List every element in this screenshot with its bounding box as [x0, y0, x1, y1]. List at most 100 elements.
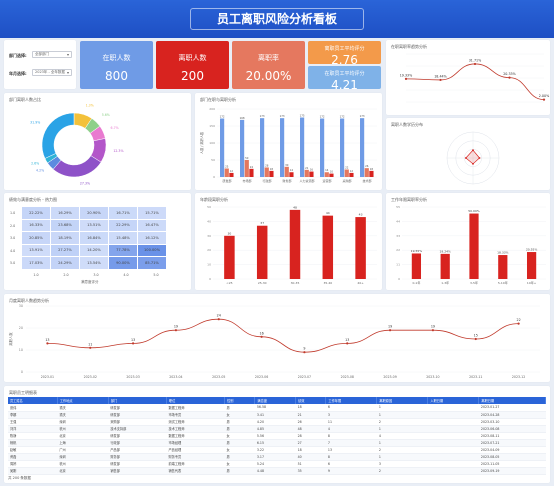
heatmap-panel: 绩效与满意度分析 - 热力图 1.0 2.0 3.0 4.0 5.0 22.22% 16.…: [4, 193, 191, 290]
table-column-header[interactable]: 工作地点: [57, 397, 109, 404]
table-column-header[interactable]: 员工姓名: [8, 397, 58, 404]
x-tick-label: 研发部: [222, 178, 231, 183]
heatmap-y-axis: 1.0 2.0 3.0 4.0 5.0: [10, 207, 15, 270]
y-tick-label: 20: [19, 326, 23, 330]
bar-value-label: 44: [326, 211, 330, 215]
x-tick-label: 2023-07: [298, 375, 311, 379]
table-cell: [427, 418, 479, 426]
table-column-header[interactable]: 离职日期: [478, 397, 546, 404]
table-row[interactable]: 赵敏 广州 产品部 产品经理女 3.22 18 13 2 2023-04-09: [8, 446, 546, 454]
heatmap-cell: 85.71%: [137, 256, 167, 270]
age-bars-panel: 年龄段离职分析 50 40 30 20 10 0 30 <25 37 25-30 48 30-35 44…: [195, 193, 382, 290]
y-tick-label: 0: [209, 277, 211, 281]
radar-area: [465, 149, 480, 165]
department-bars-title: 部门在职与离职分析: [200, 97, 236, 102]
table-cell: 研发部: [108, 404, 167, 412]
table-cell: 吴刚: [8, 467, 58, 475]
heatmap-y-tick: 4.0: [10, 248, 16, 253]
trend-point: [89, 346, 92, 349]
kpi-left-card: 离职人数 200: [156, 41, 229, 89]
table-column-header[interactable]: 离职原因: [376, 397, 429, 404]
table-column-header[interactable]: 职位: [166, 397, 226, 404]
bar: [220, 118, 225, 177]
department-share-chart: 1.3% 5.6% 6.7% 12.3% 27.3% 4.2% 2.6% 31.9%: [30, 104, 123, 186]
table-cell: 女: [224, 460, 255, 468]
x-tick-label: 2023-08: [341, 375, 354, 379]
table-cell: 重庆: [57, 404, 109, 412]
table-column-header[interactable]: 部门: [108, 397, 167, 404]
table-column-header[interactable]: 满意度: [254, 397, 297, 404]
table-column-header[interactable]: 绩效: [295, 397, 327, 404]
x-tick-label: 2023-10: [426, 375, 439, 379]
table-row[interactable]: 王强 深圳 采购部 测试工程师男 4.20 26 11 2 2023-03-10: [8, 418, 546, 426]
x-tick-label: 2023-09: [383, 375, 396, 379]
x-tick-label: 运营部: [322, 178, 331, 183]
detail-table-panel: 离职员工明细表 员工姓名 工作地点 部门 职位 性别 满意度 绩效 工作年限 离职原因 入职日期离…: [4, 386, 550, 483]
bar-value-label: 12: [350, 169, 354, 173]
table-cell: 赵敏: [8, 446, 58, 454]
bar-value-label: 26: [365, 164, 369, 168]
rate-point: [473, 62, 477, 66]
table-cell: 女: [224, 446, 255, 454]
x-tick-label: 2023-05: [212, 375, 225, 379]
bar: [264, 167, 269, 177]
table-row[interactable]: 张伟 重庆 研发部 数据工程师男 56.58 18 6 1 2023-01-27: [8, 404, 546, 412]
table-row[interactable]: 吴刚 北京 销售部 销售代表男 4.48 35 9 2 2023-09-19: [8, 467, 546, 475]
bar-value-label: 172: [320, 115, 325, 119]
donut-slice-label: 27.3%: [80, 182, 90, 186]
table-cell: 财务部: [108, 453, 167, 461]
table-row[interactable]: 陈静 北京 研发部 数据工程师女 5.56 28 8 4 2023-08-11: [8, 432, 546, 440]
table-column-header[interactable]: 入职日期: [427, 397, 480, 404]
table-column-header[interactable]: 工作年限: [325, 397, 378, 404]
table-cell: 女: [224, 411, 255, 419]
table-cell: [427, 439, 479, 447]
table-row[interactable]: 杨帆 上海 行政部 市场经理男 6.15 27 7 1 2023-07-21: [8, 439, 546, 447]
table-cell: 财务专员: [166, 453, 225, 461]
heatmap-cell: 20.90%: [79, 206, 109, 220]
date-select[interactable]: 2023年 - 全年数据 ▾: [32, 69, 72, 76]
kpi-left-score-value: 4.21: [331, 78, 358, 92]
y-tick-label: 55: [396, 205, 400, 209]
table-row[interactable]: 李娜 重庆 研发部 市场专员女 3.41 21 3 1 2023-04-28: [8, 411, 546, 419]
heatmap-cell: 16.84%: [79, 231, 109, 245]
table-cell: 男: [224, 467, 255, 475]
table-cell: 前端工程师: [166, 460, 225, 468]
y-tick-label: 0: [398, 277, 400, 281]
table-row[interactable]: 刘洋 杭州 技术支持部 技术工程师男 4.85 48 4 1 2023-06-08: [8, 425, 546, 433]
table-cell: 采购部: [108, 418, 167, 426]
heatmap-cell: 13.51%: [79, 218, 109, 232]
y-tick-label: 20: [207, 248, 211, 252]
x-tick-label: 30-35: [291, 281, 300, 285]
table-cell: [427, 467, 479, 475]
table-row[interactable]: 周婷 杭州 研发部 前端工程师女 5.24 51 6 3 2023-11-05: [8, 460, 546, 468]
table-cell: 11: [325, 418, 377, 426]
y-tick-label: 200: [209, 107, 215, 111]
bar: [260, 118, 265, 177]
y-tick-label: 44: [396, 219, 400, 223]
department-filter-label: 部门选择:: [9, 53, 27, 58]
table-cell: 产品部: [108, 446, 167, 454]
heatmap-cell: 14.20%: [79, 243, 109, 257]
table-row[interactable]: 黄磊 深圳 财务部 财务专员男 3.17 40 8 1 2023-08-05: [8, 453, 546, 461]
rate-data-label: 20.33%: [503, 72, 516, 76]
department-select[interactable]: 全部部门 ▾: [32, 51, 72, 58]
bar-value-label: 173: [280, 114, 285, 118]
heatmap-cell: 16.47%: [137, 218, 167, 232]
table-cell: 5.24: [254, 460, 296, 468]
page-title: 员工离职风险分析看板: [190, 8, 364, 30]
table-cell: 1: [376, 425, 428, 433]
table-cell: 2: [376, 467, 428, 475]
bar-value-label: 18: [270, 167, 274, 171]
table-cell: 杭州: [57, 425, 109, 433]
y-tick-label: 30: [19, 304, 23, 308]
table-column-header[interactable]: 性别: [224, 397, 256, 404]
x-tick-label: 25-30: [258, 281, 267, 285]
bar-value-label: 50: [245, 156, 249, 160]
chevron-down-icon: ▾: [66, 70, 69, 75]
bar: [411, 253, 422, 279]
trend-data-label: 16: [259, 331, 263, 335]
table-cell: 周婷: [8, 460, 58, 468]
heatmap-y-tick: 1.0: [10, 211, 16, 215]
donut-slice-label: 2.6%: [31, 162, 39, 166]
trend-data-label: 19: [388, 325, 392, 329]
